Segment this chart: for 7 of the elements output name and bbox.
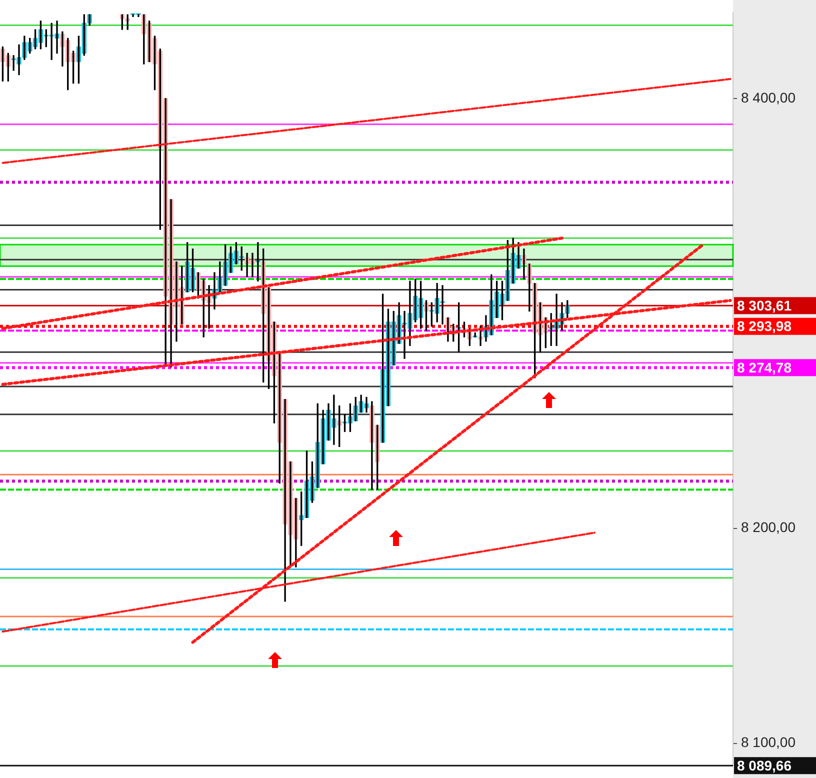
ref-line-label: 8 089,66 [737, 757, 792, 774]
ref-line-label: 8 303,61 [737, 297, 792, 314]
y-tick-label: 8 100,00 [741, 734, 796, 750]
y-tick-label: 8 200,00 [741, 519, 796, 536]
y-tick-label: 8 400,00 [741, 89, 796, 106]
ref-line-label: 8 274,78 [737, 359, 792, 376]
ref-line-label: 8 293,98 [737, 318, 792, 334]
